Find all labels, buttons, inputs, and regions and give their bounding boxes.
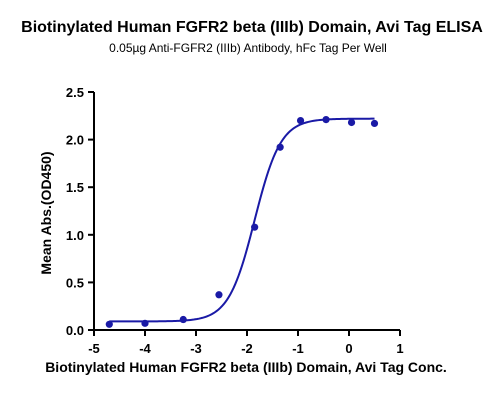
chart-title: Biotinylated Human FGFR2 beta (IIIb) Dom… bbox=[21, 19, 483, 36]
y-tick-label: 1.0 bbox=[66, 228, 84, 243]
x-tick-label: 0 bbox=[345, 341, 352, 356]
y-tick-label: 0.0 bbox=[66, 323, 84, 338]
axes: 0.0 0.5 1.0 1.5 2.0 2.5 -5 -4 -3 -2 -1 0 1 bbox=[66, 85, 404, 356]
data-point bbox=[370, 119, 379, 128]
x-tick-label: -1 bbox=[292, 341, 304, 356]
fit-curve bbox=[109, 117, 375, 323]
data-point bbox=[322, 116, 330, 124]
x-tick-label: -3 bbox=[190, 341, 202, 356]
x-tick-label: -5 bbox=[88, 341, 100, 356]
y-tick-label: 2.5 bbox=[66, 85, 84, 100]
data-points bbox=[105, 116, 379, 328]
data-point bbox=[105, 320, 113, 328]
fit-curve-layer bbox=[109, 117, 375, 323]
x-tick-label: -2 bbox=[241, 341, 253, 356]
x-axis-label: Biotinylated Human FGFR2 beta (IIIb) Dom… bbox=[45, 359, 447, 375]
y-tick-label: 1.5 bbox=[66, 180, 84, 195]
data-point bbox=[347, 118, 356, 127]
data-point bbox=[296, 116, 305, 125]
data-point bbox=[179, 315, 187, 324]
data-point bbox=[251, 223, 259, 231]
x-tick-label: -4 bbox=[139, 341, 151, 356]
x-tick-label: 1 bbox=[396, 341, 403, 356]
data-point bbox=[215, 291, 223, 299]
data-point bbox=[276, 143, 284, 151]
chart-subtitle: 0.05µg Anti-FGFR2 (IIIb) Antibody, hFc T… bbox=[109, 41, 387, 55]
y-axis-label: Mean Abs.(OD450) bbox=[38, 151, 54, 274]
y-tick-label: 2.0 bbox=[66, 133, 84, 148]
data-point bbox=[141, 319, 149, 327]
y-tick-label: 0.5 bbox=[66, 275, 84, 290]
